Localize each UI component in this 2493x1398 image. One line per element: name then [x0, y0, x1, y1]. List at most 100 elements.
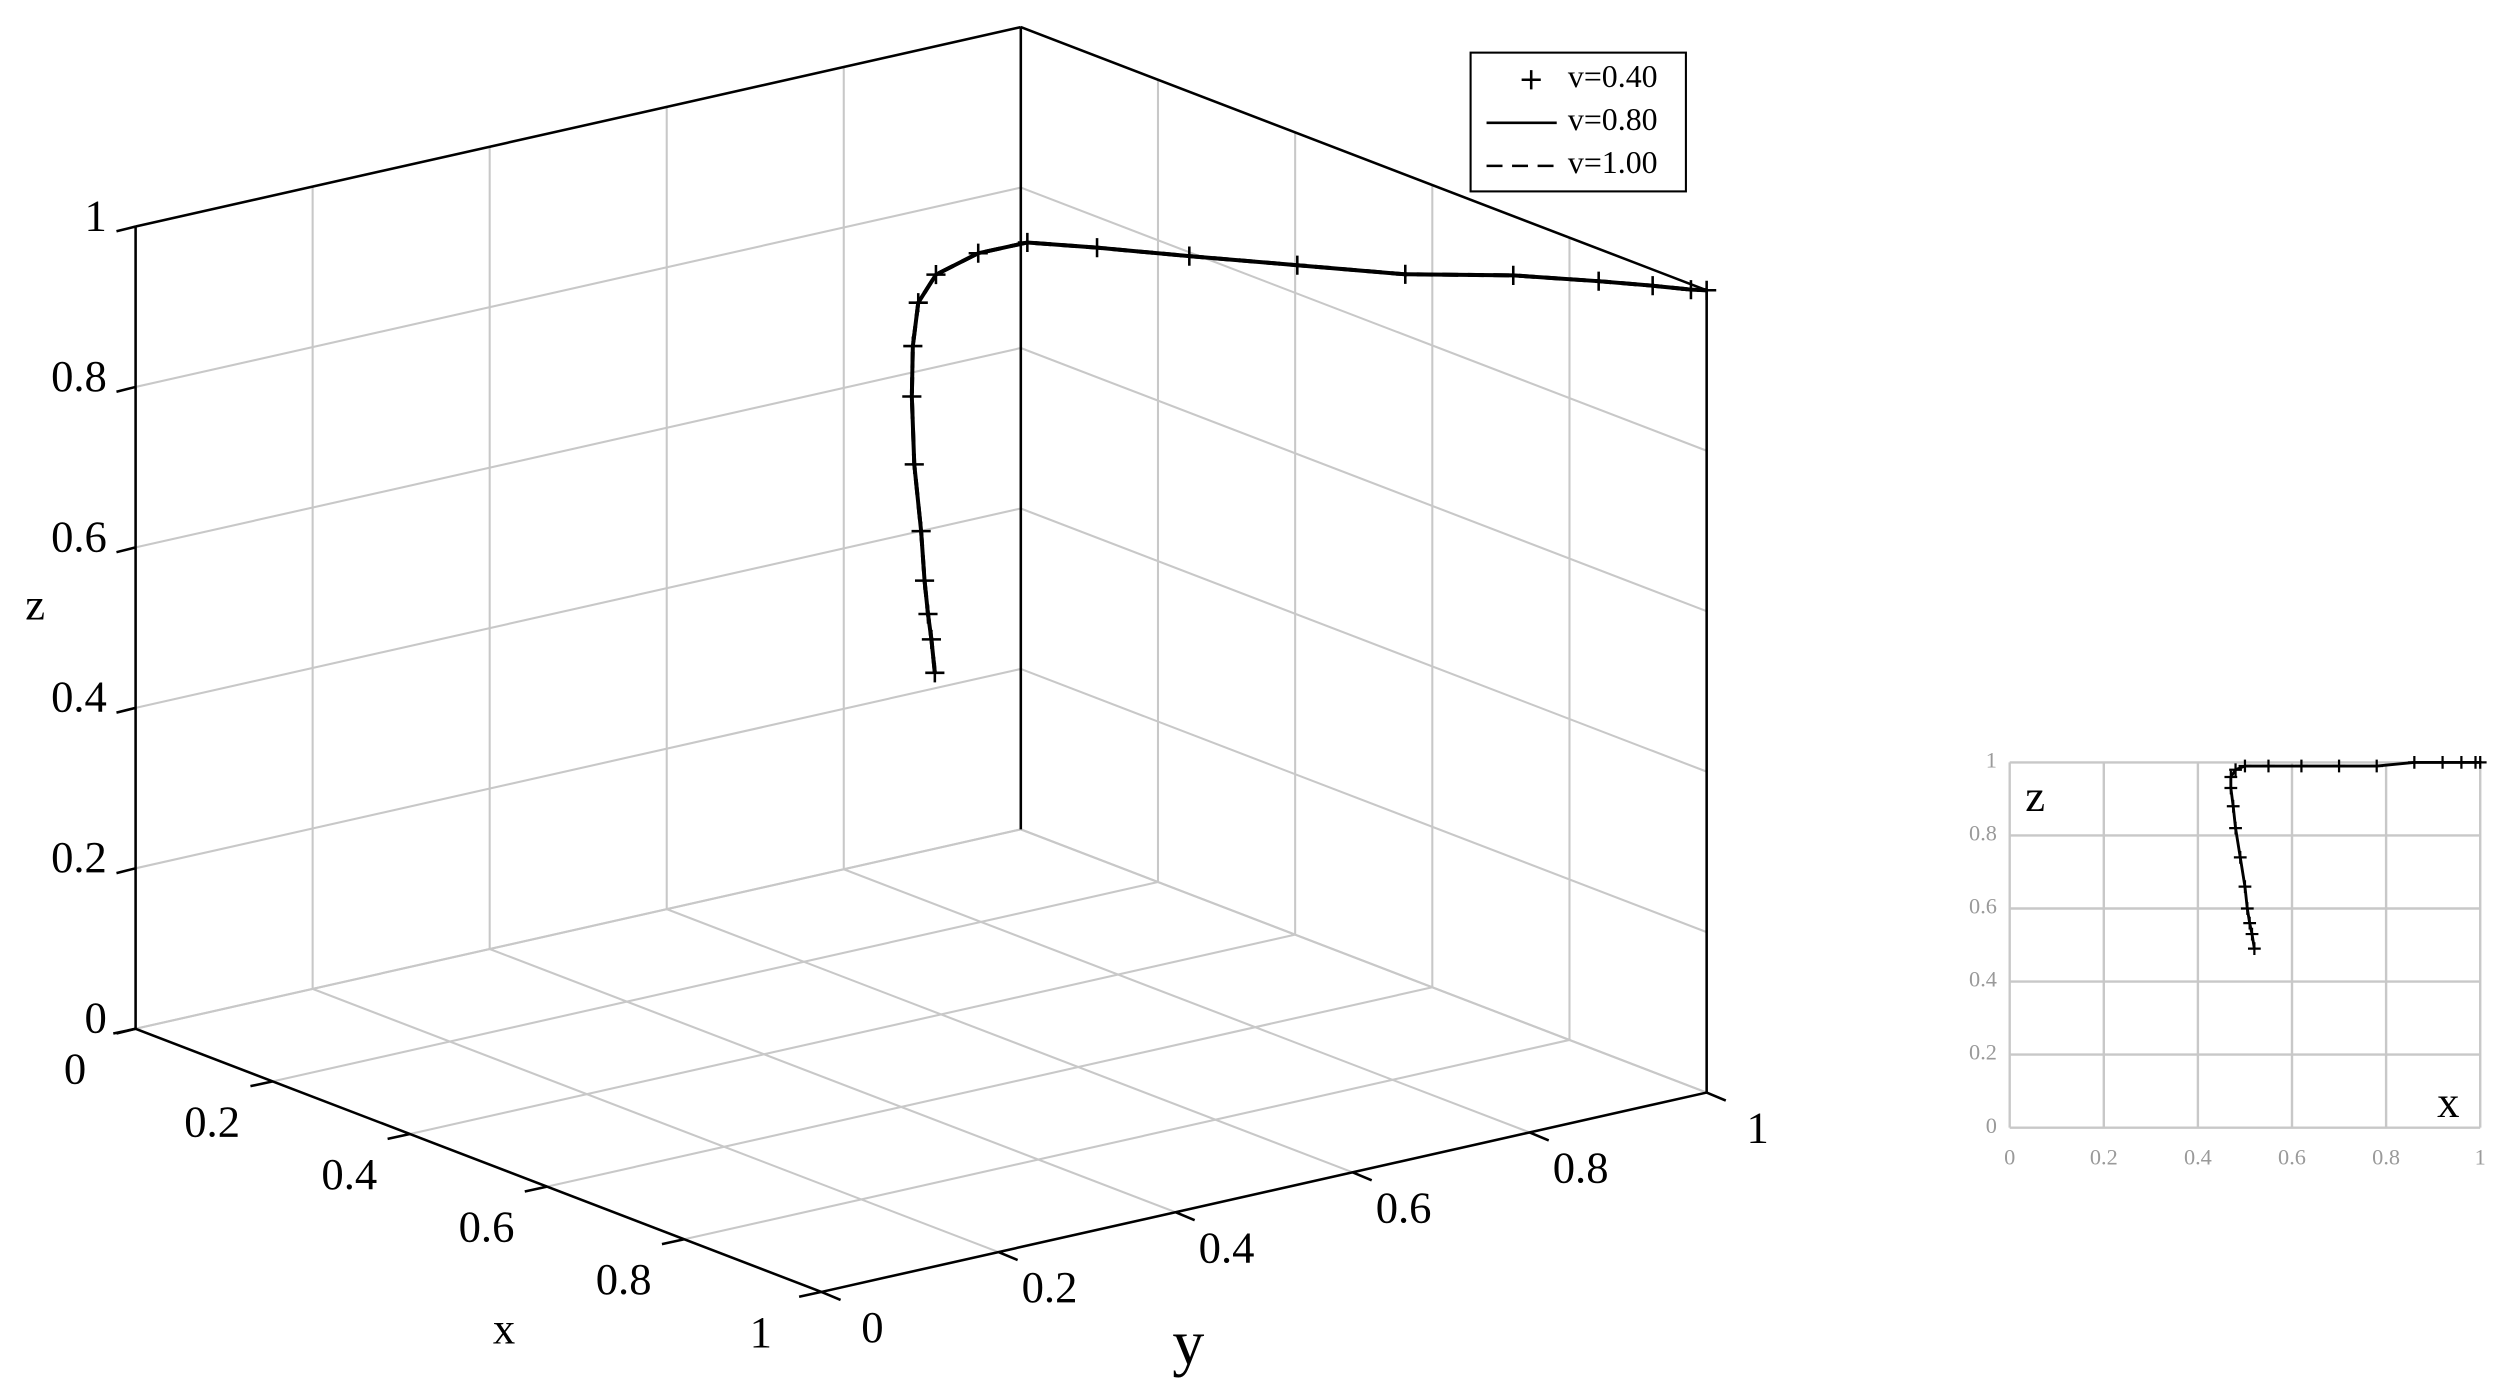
plus-marker [2238, 759, 2252, 773]
axis-edge [135, 25, 1022, 228]
plus-marker [2245, 927, 2259, 941]
z-tick-label: 0 [85, 993, 107, 1043]
legend-label: v=0.40 [1568, 59, 1658, 94]
x-tick-label: 0.8 [596, 1254, 652, 1304]
z-tick [116, 385, 136, 393]
plus-marker [2262, 759, 2275, 773]
x-tick [798, 1290, 822, 1298]
x-tick [387, 1132, 411, 1141]
y-tick-label: 0.8 [1553, 1143, 1609, 1193]
trajectory-line [909, 240, 1707, 674]
grid-line [1020, 186, 1708, 452]
grid-line [1020, 347, 1708, 613]
axis-edge [135, 1027, 822, 1294]
y-tick-label: 0.6 [1376, 1182, 1432, 1232]
y-tick-label: 0 [1986, 1113, 1997, 1138]
x-tick-label: 0.4 [2184, 1145, 2212, 1170]
grid-line [135, 507, 1022, 709]
x-tick-label: 0.4 [321, 1149, 377, 1199]
y-tick [1175, 1211, 1196, 1222]
axis-edge [1020, 25, 1708, 292]
z-axis-label: z [25, 580, 45, 630]
z-tick [116, 1027, 136, 1035]
x-tick-label: 0.6 [2278, 1145, 2306, 1170]
grid-line [546, 986, 1433, 1188]
grid-line [135, 667, 1022, 870]
grid-line [135, 347, 1022, 549]
y-tick-label: 0.4 [1199, 1222, 1255, 1272]
z-tick-label: 0.8 [51, 351, 107, 401]
plus-marker [2229, 763, 2242, 777]
x-tick-label: 0.6 [459, 1202, 515, 1252]
x-axis-label: x [493, 1304, 515, 1354]
plus-marker [2332, 759, 2346, 773]
z-tick-label: 0.2 [51, 832, 107, 882]
grid-line [312, 987, 999, 1254]
plus-marker [2247, 942, 2261, 956]
legend-marker [1521, 70, 1541, 90]
y-tick-label: 0.4 [1969, 967, 1997, 992]
grid-line [135, 186, 1022, 388]
projection-line [2229, 760, 2481, 949]
axis-edge [821, 1091, 1707, 1294]
plus-marker [2224, 781, 2238, 795]
y-tick-label: 0 [861, 1302, 883, 1352]
x-tick-label: 0.2 [2090, 1145, 2118, 1170]
plus-marker [2473, 756, 2487, 769]
grid-line [135, 828, 1022, 1030]
plus-marker [2455, 756, 2468, 769]
y-tick-label: 0.2 [1969, 1040, 1997, 1065]
grid-line [843, 868, 1530, 1134]
x-tick [524, 1185, 548, 1193]
x-axis-label: x [2437, 1077, 2459, 1127]
y-tick [1529, 1131, 1550, 1142]
y-tick-label: 1 [1747, 1103, 1769, 1153]
y-tick [1352, 1171, 1373, 1182]
y-tick [1706, 1091, 1727, 1102]
x-tick-label: 0.8 [2372, 1145, 2400, 1170]
grid-line [489, 948, 1176, 1214]
x-tick-label: 1 [750, 1307, 772, 1357]
z-tick-label: 0.6 [51, 511, 107, 561]
x-tick-label: 0.2 [184, 1096, 240, 1146]
grid-line [684, 1038, 1570, 1241]
y-tick-label: 1 [1986, 748, 1997, 773]
plus-marker [2407, 756, 2421, 769]
grid-line [272, 881, 1159, 1083]
x-tick [661, 1238, 685, 1246]
x-tick-label: 0 [64, 1044, 86, 1094]
x-tick-label: 1 [2475, 1145, 2486, 1170]
z-tick [116, 546, 136, 554]
z-tick [116, 867, 136, 875]
y-tick-label: 0.6 [1969, 894, 1997, 919]
grid-line [409, 933, 1296, 1136]
plus-marker [2226, 799, 2240, 813]
y-tick [820, 1290, 842, 1302]
plus-marker [2224, 770, 2238, 784]
y-tick [997, 1250, 1019, 1262]
plus-marker [2370, 759, 2384, 773]
legend-label: v=0.80 [1568, 102, 1658, 137]
z-tick-label: 0.4 [51, 672, 107, 722]
z-tick-label: 1 [85, 190, 107, 240]
z-tick [116, 225, 136, 233]
plus-marker [2240, 902, 2254, 915]
plus-marker [2238, 880, 2252, 893]
x-tick-label: 0 [2004, 1145, 2015, 1170]
grid-line [666, 908, 1353, 1174]
grid-line [1020, 828, 1708, 1094]
plus-marker [2243, 916, 2257, 930]
y-axis-label: z [2025, 771, 2045, 821]
plus-marker [2233, 850, 2247, 864]
grid-line [1020, 507, 1708, 773]
plus-marker [2295, 759, 2308, 773]
z-tick [116, 706, 136, 714]
x-tick [250, 1080, 274, 1088]
y-tick-label: 0.2 [1022, 1262, 1078, 1312]
legend-label: v=1.00 [1568, 145, 1658, 180]
y-tick-label: 0.8 [1969, 821, 1997, 846]
plus-marker [2229, 821, 2242, 835]
plus-marker [2436, 756, 2449, 769]
